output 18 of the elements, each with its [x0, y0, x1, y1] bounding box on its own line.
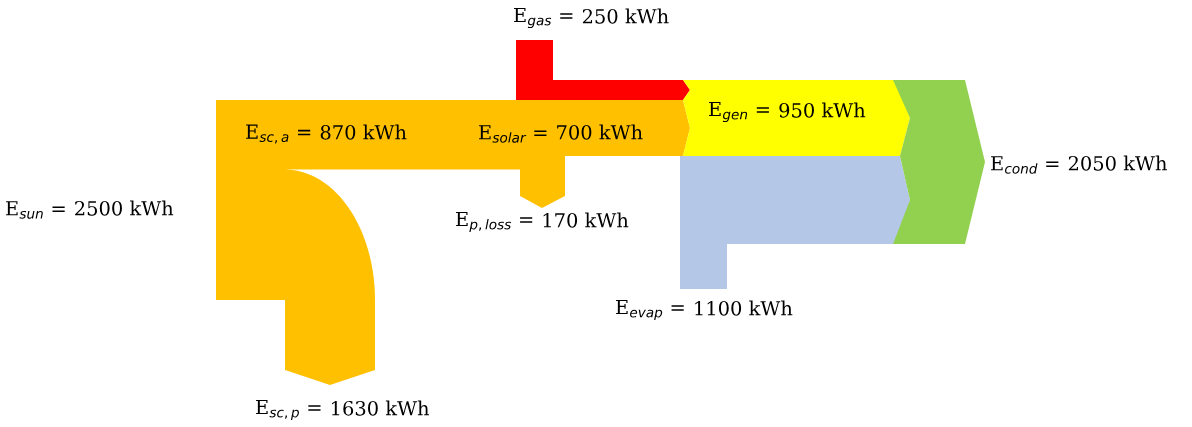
data-label: 1630 kWh	[331, 400, 430, 416]
category-label: E$_{gas}$ =	[514, 7, 573, 29]
category-label: E$_{sc,a}$ =	[246, 124, 311, 144]
category-label: E$_{sc,p}$ =	[256, 399, 321, 421]
category-label: E$_{cond}$ =	[991, 156, 1059, 174]
category-label: E$_{p,loss}$ =	[456, 211, 533, 233]
data-label: 1100 kWh	[695, 300, 793, 316]
category-label: E$_{gen}$ =	[709, 101, 769, 123]
data-label: 700 kWh	[557, 124, 643, 140]
data-label: 250 kWh	[582, 8, 669, 24]
data-label: 870 kWh	[320, 124, 407, 140]
category-label: E$_{evap}$ =	[616, 299, 684, 321]
data-label: 2500 kWh	[75, 200, 174, 216]
data-label: 2050 kWh	[1068, 155, 1167, 171]
data-label: 170 kWh	[543, 212, 629, 228]
category-label: E$_{sun}$ =	[6, 201, 65, 219]
category-label: E$_{solar}$ =	[479, 125, 547, 143]
data-label: 950 kWh	[779, 102, 866, 118]
